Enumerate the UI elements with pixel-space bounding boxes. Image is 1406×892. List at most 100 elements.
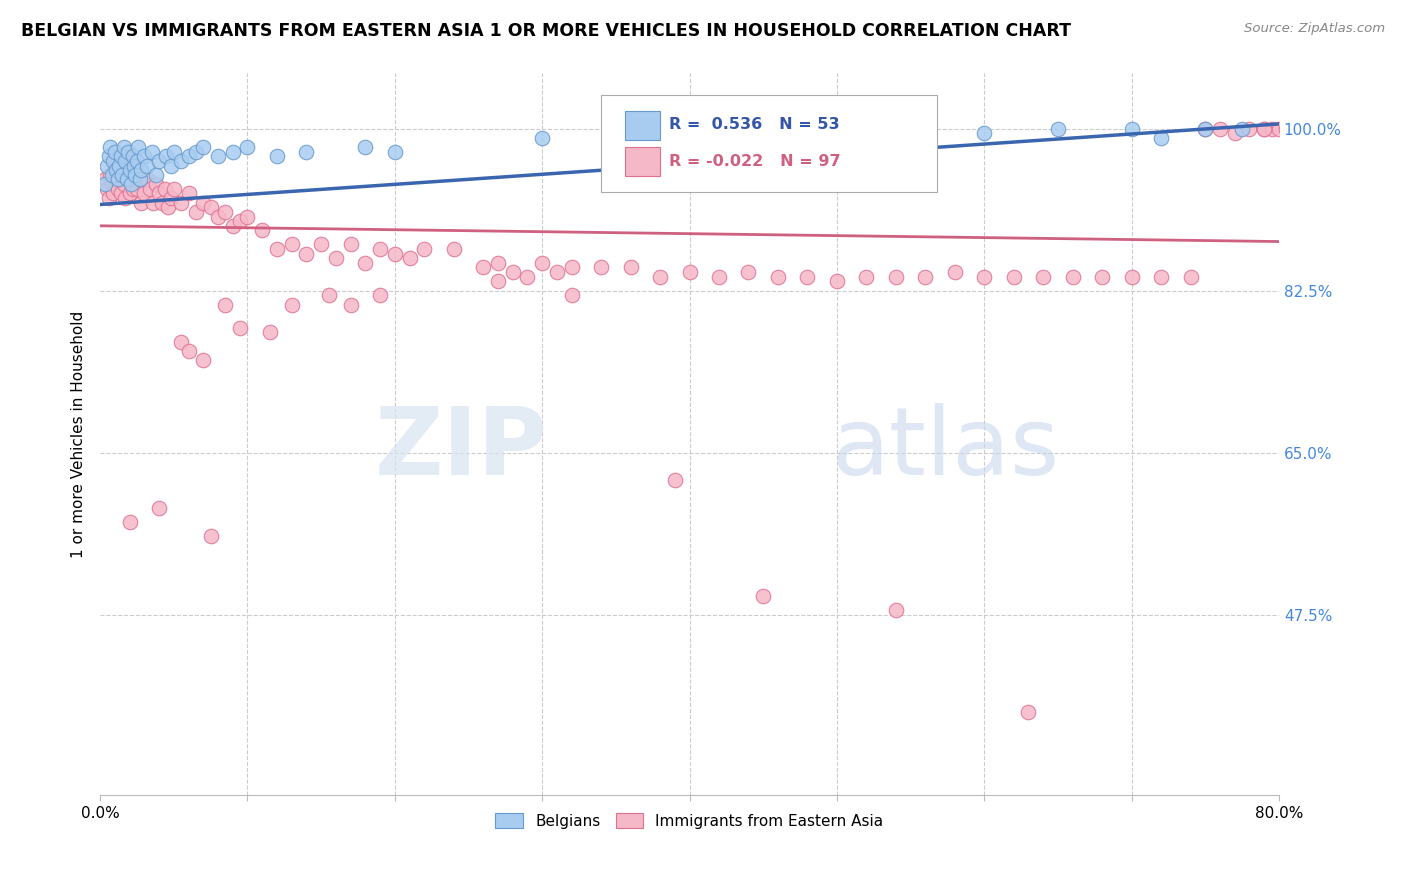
Point [121,149,143,163]
Point [591,260,613,275]
Point [108,159,131,173]
Point [108,163,131,178]
Point [148,501,170,516]
FancyBboxPatch shape [602,95,936,192]
Point [546,265,568,279]
Point [1121,121,1143,136]
Point [752,589,775,603]
Point [1282,122,1305,136]
Point [1121,269,1143,284]
Point [129,172,152,186]
Point [100,168,122,182]
Point [1046,121,1069,136]
Point [973,269,995,284]
Point [139,182,162,196]
Point [122,168,145,182]
Point [177,149,200,163]
Point [160,159,183,173]
Point [110,149,132,163]
Point [1062,269,1084,284]
Point [295,246,318,260]
Point [122,159,145,173]
Point [111,153,134,168]
Point [648,269,671,284]
Point [443,242,465,256]
Point [93,177,115,191]
Point [678,126,700,140]
Point [884,269,907,284]
Point [101,177,124,191]
Point [141,145,163,159]
Point [1253,121,1275,136]
Point [825,121,848,136]
Point [127,140,149,154]
Point [1230,121,1253,136]
Point [1194,121,1216,136]
Point [309,237,332,252]
Point [1091,269,1114,284]
Point [766,269,789,284]
Point [129,172,152,186]
Point [229,320,252,334]
FancyBboxPatch shape [624,112,659,140]
Point [222,145,245,159]
Point [136,172,159,186]
Point [177,343,200,358]
Point [339,237,361,252]
Point [200,529,222,543]
Point [1289,121,1312,136]
Point [105,172,128,186]
Point [96,159,118,173]
Point [1268,121,1291,136]
Point [153,182,176,196]
Point [118,163,141,178]
Point [368,288,391,302]
Point [105,163,128,178]
Point [229,214,252,228]
Point [214,205,236,219]
Point [115,172,138,186]
Point [280,237,302,252]
Point [236,140,259,154]
Point [486,256,509,270]
Point [266,149,288,163]
Point [114,153,136,168]
Point [145,168,167,182]
Point [124,168,146,182]
Point [107,172,129,186]
Point [114,191,136,205]
Text: R = -0.022   N = 97: R = -0.022 N = 97 [669,154,841,169]
Point [295,145,318,159]
Point [117,172,139,186]
Point [914,269,936,284]
Point [184,205,207,219]
Point [1260,121,1282,136]
Point [184,145,207,159]
Point [214,297,236,311]
Point [100,140,122,154]
Point [150,195,173,210]
Point [236,210,259,224]
Point [120,159,142,173]
Point [486,274,509,288]
Point [207,210,229,224]
Point [148,153,170,168]
Point [170,195,193,210]
Point [142,195,165,210]
Point [160,191,183,205]
Point [103,186,125,201]
Point [1253,121,1275,136]
Point [737,265,759,279]
Point [101,168,124,182]
Point [664,474,686,488]
Point [1017,705,1039,719]
Point [398,251,420,265]
Point [973,126,995,140]
Point [193,140,215,154]
Point [368,242,391,256]
Point [280,297,302,311]
Point [619,260,641,275]
Point [112,140,135,154]
Point [98,149,121,163]
Point [103,153,125,168]
